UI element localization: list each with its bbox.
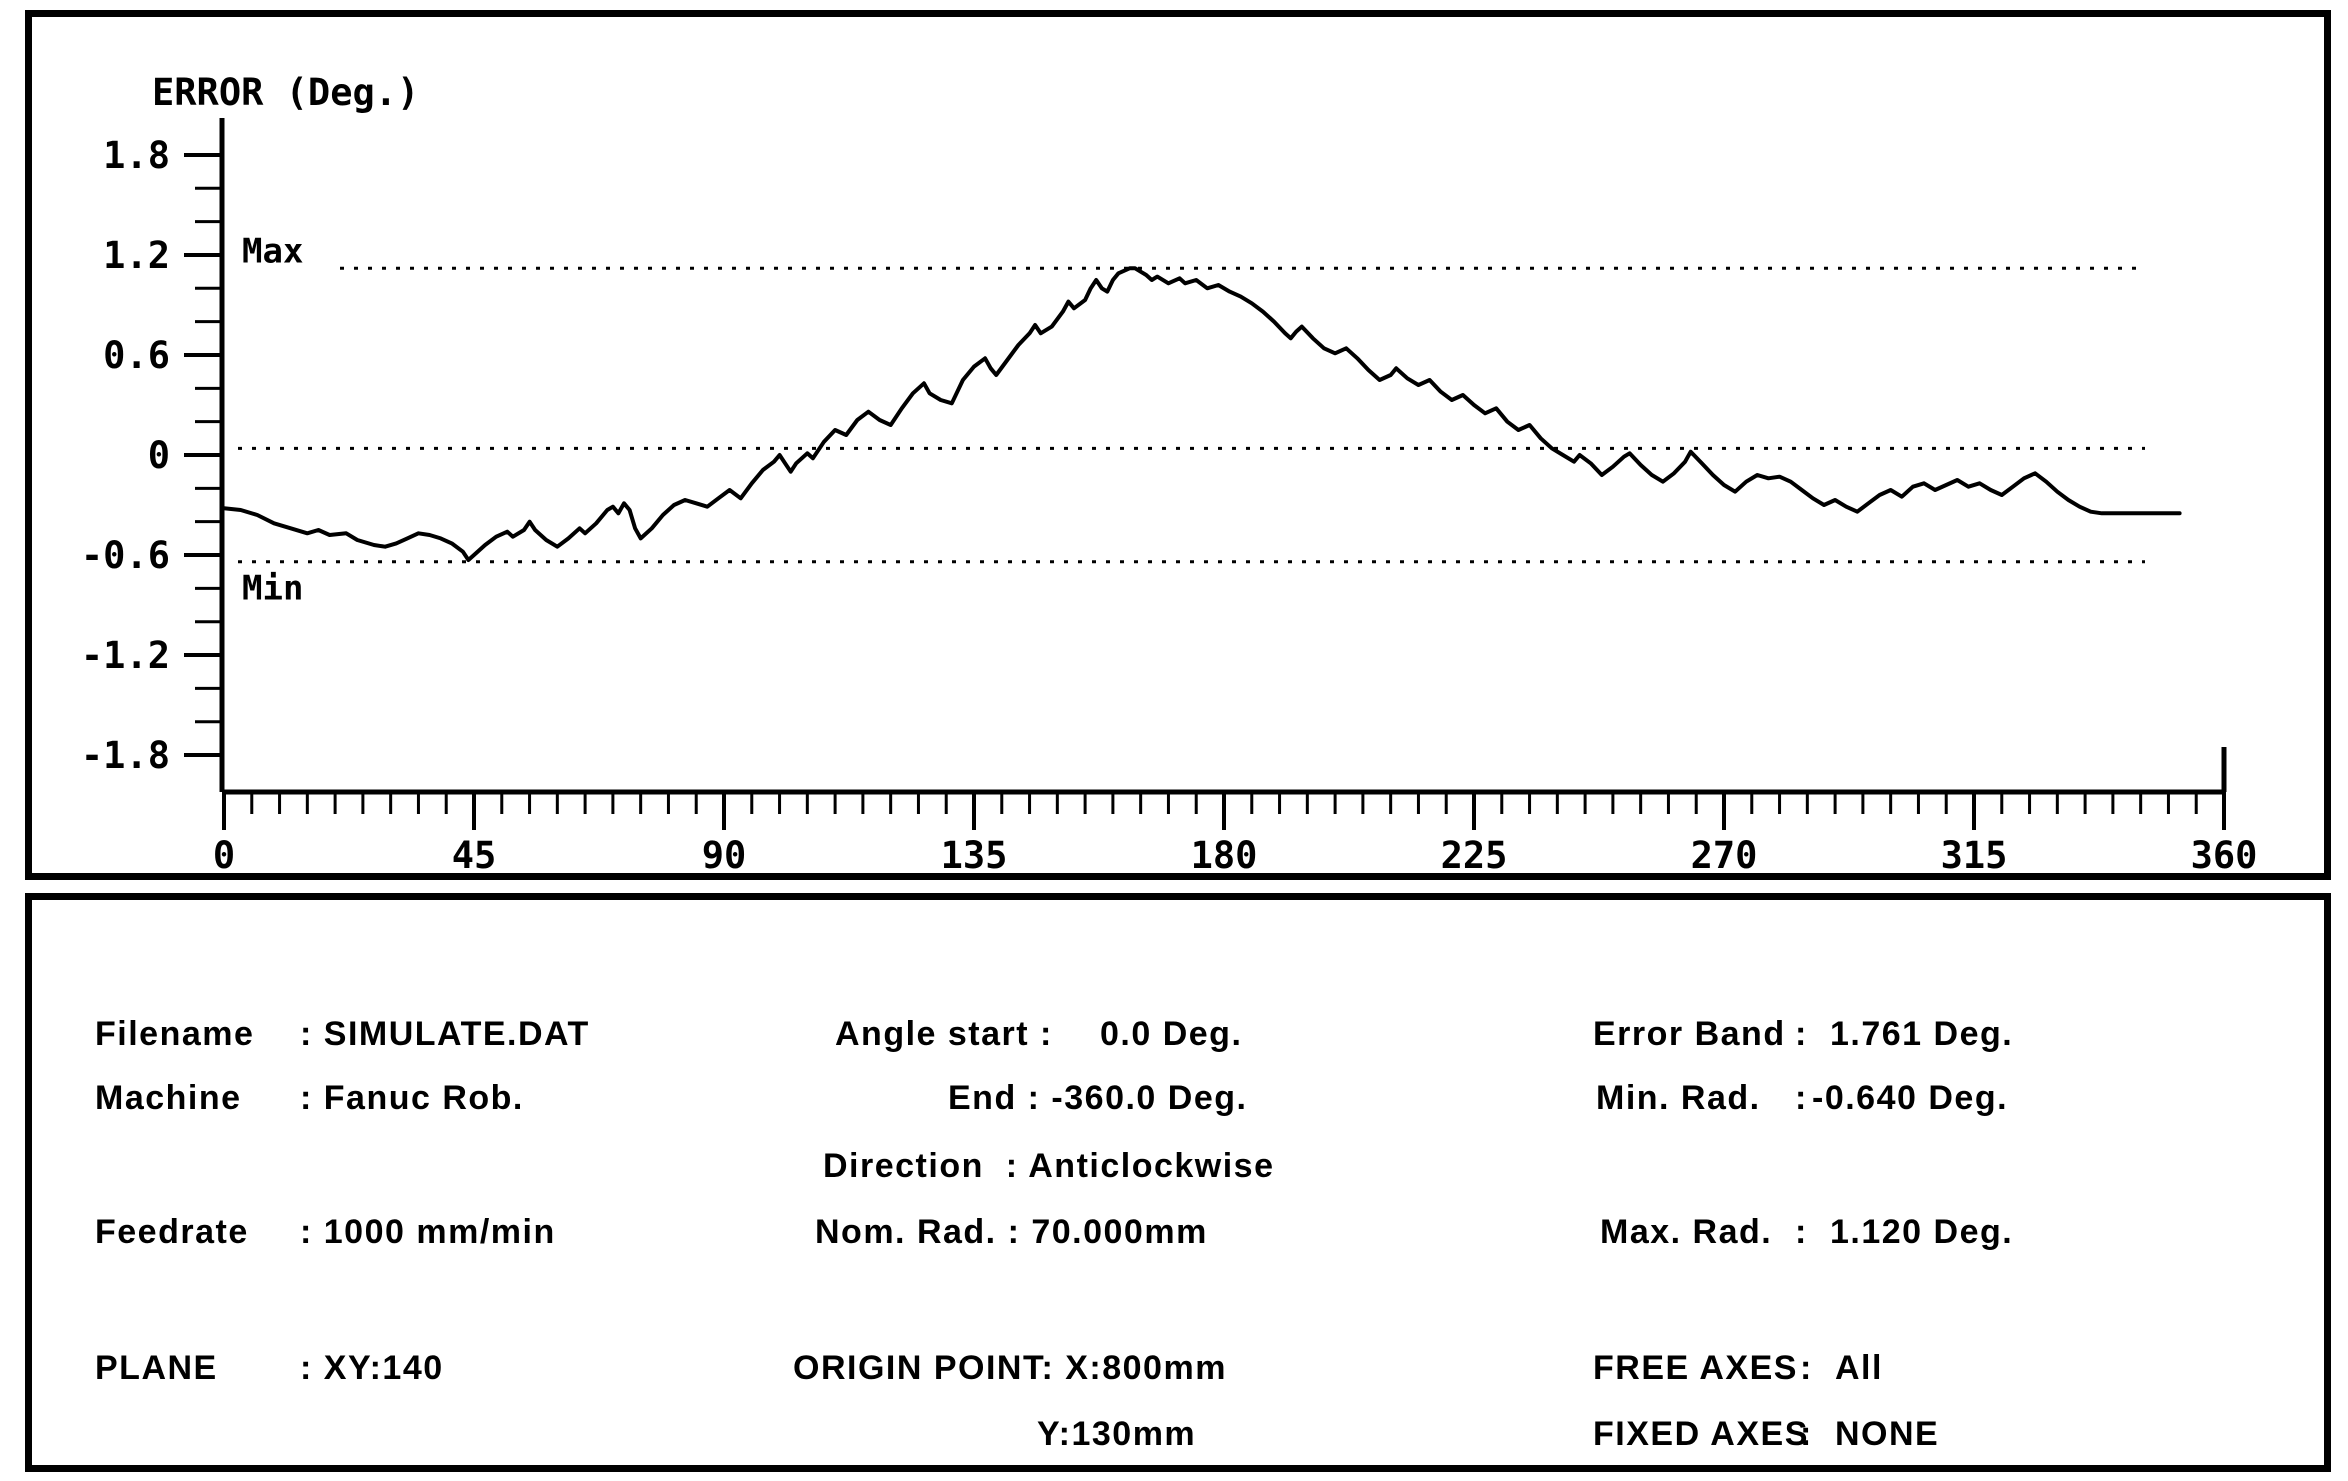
machine-value: : Fanuc Rob. [300,1079,524,1117]
y-tick-label: 0.6 [103,334,170,377]
x-tick-label: 315 [1941,834,2008,877]
free-axes-value: All [1835,1349,1883,1387]
max-line-label: Max [242,231,303,271]
error-band-label: Error Band [1593,1015,1786,1053]
free-axes-label: FREE AXES [1593,1349,1798,1387]
error-band-value: 1.761 Deg. [1830,1015,2014,1053]
filename-value: : SIMULATE.DAT [300,1015,590,1053]
error-plot-panel [25,10,2331,880]
x-tick-label: 0 [213,834,235,877]
x-tick-label: 360 [2191,834,2258,877]
feedrate-value: : 1000 mm/min [300,1213,556,1251]
feedrate-label: Feedrate [95,1213,249,1251]
x-tick-label: 180 [1191,834,1258,877]
plane-label: PLANE [95,1349,218,1387]
min-rad-label: Min. Rad. [1596,1079,1761,1117]
direction: Direction : Anticlockwise [823,1147,1275,1185]
x-tick-label: 135 [941,834,1008,877]
filename-label: Filename [95,1015,255,1053]
y-tick-label: -0.6 [81,534,170,577]
max-rad-colon: : [1795,1213,1808,1251]
x-tick-label: 225 [1441,834,1508,877]
max-rad-value: 1.120 Deg. [1830,1213,2014,1251]
angle-start-value: 0.0 Deg. [1100,1015,1243,1053]
angle-end: End : -360.0 Deg. [948,1079,1248,1117]
x-tick-label: 45 [452,834,497,877]
fixed-axes-label: FIXED AXES [1593,1415,1809,1453]
error-band-colon: : [1795,1015,1808,1053]
min-line-label: Min [242,569,303,609]
measurement-info-panel [25,893,2331,1472]
plane-value: : XY:140 [300,1349,444,1387]
chart-title: ERROR (Deg.) [152,71,419,114]
origin-point-y: Y:130mm [1037,1415,1197,1453]
x-tick-label: 90 [702,834,747,877]
error-curve [222,266,2182,562]
y-tick-label: 0 [148,434,170,477]
y-tick-label: -1.8 [81,734,170,777]
nominal-radius: Nom. Rad. : 70.000mm [815,1213,1208,1251]
x-tick-label: 270 [1691,834,1758,877]
max-rad-label: Max. Rad. [1600,1213,1773,1251]
min-rad-value: -0.640 Deg. [1812,1079,2009,1117]
fixed-axes-colon: : [1800,1415,1813,1453]
angle-start-label: Angle start : [835,1015,1053,1053]
y-tick-label: 1.2 [103,234,170,277]
free-axes-colon: : [1800,1349,1813,1387]
y-tick-label: 1.8 [103,134,170,177]
fixed-axes-value: NONE [1835,1415,1940,1453]
origin-point: ORIGIN POINT: X:800mm [793,1349,1227,1387]
min-rad-colon: : [1795,1079,1808,1117]
y-tick-label: -1.2 [81,634,170,677]
machine-label: Machine [95,1079,242,1117]
